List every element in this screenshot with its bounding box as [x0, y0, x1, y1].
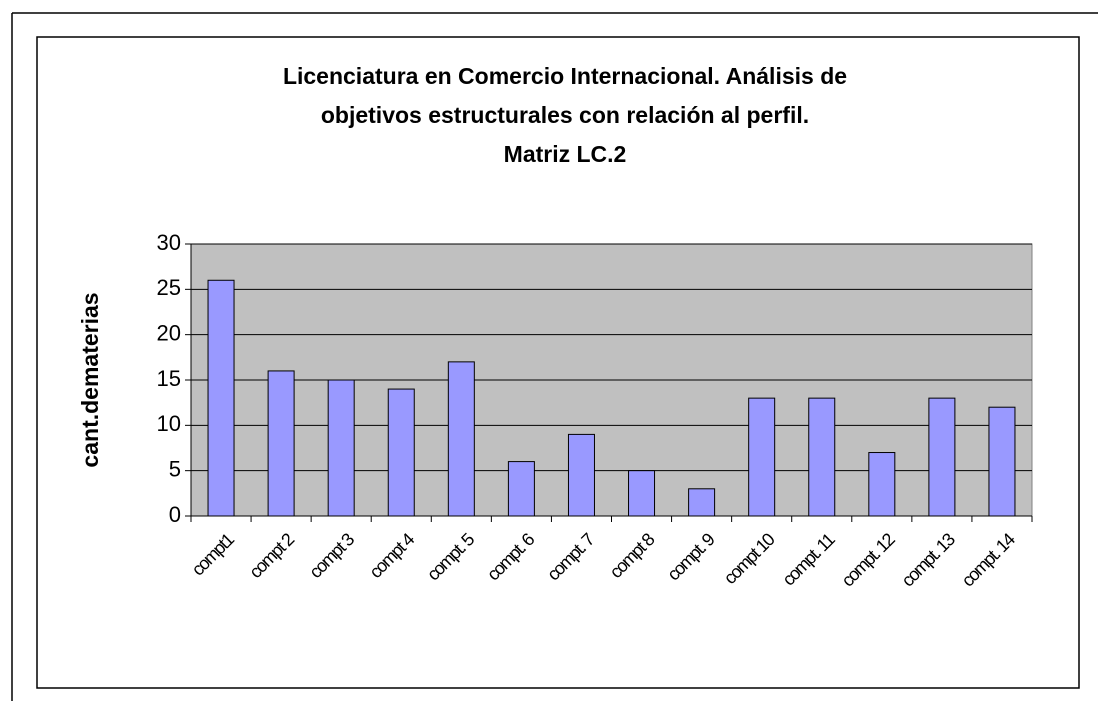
bar: [928, 397, 956, 517]
chart-title: objetivos estructurales con relación al …: [321, 102, 809, 128]
y-tick-label: 30: [157, 230, 181, 255]
chart-title: Licenciatura en Comercio Internacional. …: [283, 63, 847, 89]
y-tick-label: 20: [157, 320, 181, 345]
y-tick-label: 15: [157, 366, 181, 391]
bar: [207, 279, 235, 517]
chart-title: Matriz LC.2: [504, 141, 627, 167]
bar: [387, 388, 415, 517]
bar: [748, 397, 776, 517]
bar: [868, 452, 896, 517]
bar: [507, 461, 535, 517]
bar: [447, 361, 475, 517]
bar: [567, 433, 595, 517]
y-tick-label: 5: [169, 456, 181, 481]
y-tick-label: 25: [157, 275, 181, 300]
bar: [988, 406, 1016, 517]
bar: [628, 470, 656, 517]
y-tick-label: 0: [169, 502, 181, 527]
bar: [327, 379, 355, 517]
y-axis-label: cant.dematerias: [77, 292, 103, 467]
bar: [808, 397, 836, 517]
y-tick-label: 10: [157, 411, 181, 436]
bar: [267, 370, 295, 517]
bar: [688, 488, 716, 517]
